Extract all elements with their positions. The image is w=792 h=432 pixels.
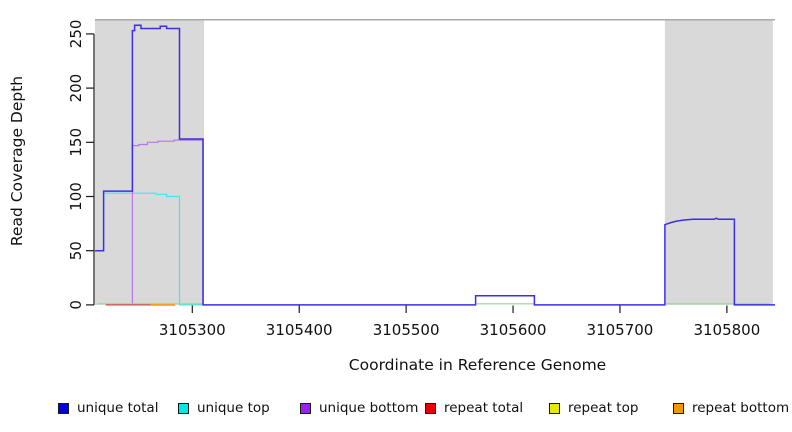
legend-item-repeat-bottom: repeat bottom <box>673 398 789 418</box>
y-tick-label: 200 <box>67 74 85 103</box>
x-tick-label: 3105300 <box>159 321 226 339</box>
y-tick-label: 50 <box>67 241 85 260</box>
legend-label: unique top <box>197 400 270 416</box>
x-tick-label: 3105600 <box>480 321 547 339</box>
legend-label: repeat total <box>444 400 524 416</box>
x-tick-label: 3105800 <box>693 321 760 339</box>
shaded-region-1 <box>95 19 205 305</box>
y-tick-label: 250 <box>67 20 85 49</box>
series-unique-total <box>95 24 775 306</box>
legend-item-unique-total: unique total <box>58 398 158 418</box>
x-tick-label: 3105400 <box>266 321 333 339</box>
legend-item-unique-top: unique top <box>178 398 270 418</box>
legend-label: unique bottom <box>319 400 419 416</box>
legend: unique total unique top unique bottom repea… <box>0 398 792 422</box>
y-axis-title: Read Coverage Depth <box>8 75 26 247</box>
y-tick-label: 150 <box>67 128 85 157</box>
x-axis-title-row: Coordinate in Reference Genome <box>0 356 792 374</box>
y-tick-label: 100 <box>67 182 85 211</box>
legend-label: unique total <box>77 400 159 416</box>
legend-item-unique-bottom: unique bottom <box>300 398 418 418</box>
legend-label: repeat top <box>568 400 639 416</box>
series-unique-bottom <box>131 139 204 305</box>
x-axis-title: Coordinate in Reference Genome <box>348 356 607 374</box>
legend-item-repeat-top: repeat top <box>549 398 638 418</box>
repeat-bottom-swatch-icon <box>673 402 684 414</box>
y-tick-label: 0 <box>67 300 85 310</box>
shaded-region-2 <box>664 19 773 305</box>
repeat-top-swatch-icon <box>549 402 560 414</box>
x-tick-label: 3105500 <box>373 321 440 339</box>
repeat-total-swatch-icon <box>425 402 436 414</box>
x-tick-label: 3105700 <box>587 321 654 339</box>
legend-label: repeat bottom <box>692 400 790 416</box>
legend-item-repeat-total: repeat total <box>425 398 523 418</box>
unique-total-swatch-icon <box>58 402 69 414</box>
unique-bottom-swatch-icon <box>300 402 311 414</box>
unique-top-swatch-icon <box>178 402 189 414</box>
